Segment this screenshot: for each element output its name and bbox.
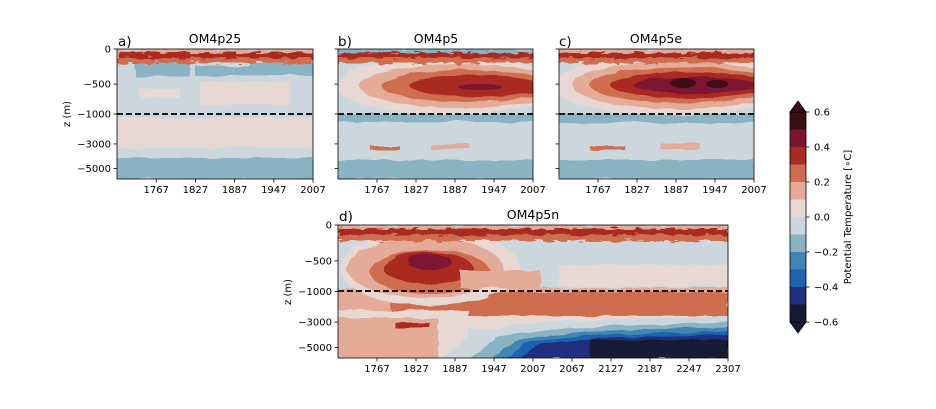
y-tick-label: −500 [84,80,111,91]
x-tick-label: 2067 [559,364,584,375]
y-tick-label: −5000 [77,164,111,175]
panel-b-x-ticks: 1767 1827 1887 1947 2007 [364,179,546,196]
colorbar-segment [790,217,806,235]
x-tick-label: 2007 [300,185,325,196]
colorbar-label: Potential Temperature [∘C] [843,150,854,285]
colorbar-segment [790,164,806,183]
colorbar-segments [789,100,807,334]
panel-b: b) OM4p5 1767 1827 1887 1947 2007 [334,31,546,196]
panel-d-y-ticks: 0 −500 −1000 −3000 −5000 [298,221,338,354]
colorbar-segment [790,147,806,165]
x-tick-label: 1947 [481,185,506,196]
colorbar-segment [790,234,806,253]
x-tick-label: 1767 [585,185,610,196]
y-tick-label: −5000 [298,343,332,354]
colorbar-tick-label: 0.2 [814,178,830,189]
panel-a-y-ticks: 0 −500 −1000 −3000 −5000 [77,45,117,175]
panel-c-letter: c) [559,34,572,50]
colorbar-ticks: 0.6 0.4 0.2 0.0 −0.2 −0.4 −0.6 [806,108,838,329]
y-tick-label: 0 [326,221,332,232]
x-tick-label: 1767 [364,364,389,375]
x-tick-label: 2007 [520,185,545,196]
panel-c-y-ticks [555,48,559,170]
y-tick-label: −500 [305,256,332,267]
x-tick-label: 1947 [261,185,286,196]
x-tick-label: 1887 [663,185,688,196]
colorbar-tick-label: 0.4 [814,143,830,154]
x-tick-label: 1767 [364,185,389,196]
x-tick-label: 1827 [624,185,649,196]
x-tick-label: 1827 [403,185,428,196]
colorbar-segment [790,112,806,130]
x-tick-label: 2007 [520,364,545,375]
panel-d-title: OM4p5n [507,207,559,222]
panel-d: d) OM4p5n z (m) 0 −500 −1000 −3000 −5000 176… [283,207,741,375]
y-tick-label: −3000 [77,139,111,150]
colorbar-tick-label: 0.6 [814,108,830,119]
panel-b-letter: b) [338,34,352,50]
panel-a-title: OM4p25 [189,31,241,46]
x-tick-label: 2307 [715,364,740,375]
colorbar-extend-min [789,321,807,334]
panel-a: a) OM4p25 z (m) 0 −500 −1000 −3000 −5000 176… [62,31,326,196]
panel-d-letter: d) [339,209,353,225]
x-tick-label: 1767 [143,185,168,196]
colorbar: 0.6 0.4 0.2 0.0 −0.2 −0.4 −0.6 Potential Tempe… [789,100,854,334]
panel-a-ylabel: z (m) [62,101,73,127]
x-tick-label: 1887 [222,185,247,196]
y-tick-label: −1000 [77,110,111,121]
x-tick-label: 1947 [481,364,506,375]
x-tick-label: 2127 [598,364,623,375]
panel-c-title: OM4p5e [630,31,682,46]
panel-b-title: OM4p5 [414,31,458,46]
panel-c: c) OM4p5e 1767 1827 1887 1947 2007 [555,31,767,196]
x-tick-label: 1827 [403,364,428,375]
colorbar-tick-label: 0.0 [814,213,830,224]
x-tick-label: 1827 [183,185,208,196]
colorbar-segment [790,252,806,270]
x-tick-label: 2187 [637,364,662,375]
y-tick-label: −3000 [298,318,332,329]
x-tick-label: 1947 [702,185,727,196]
colorbar-segment [790,129,806,148]
x-tick-label: 1887 [442,185,467,196]
colorbar-segment [790,199,806,218]
colorbar-extend-max [789,100,807,113]
colorbar-segment [790,182,806,200]
colorbar-segment [790,304,806,323]
colorbar-tick-label: −0.4 [814,283,838,294]
colorbar-tick-label: −0.6 [814,318,838,329]
x-tick-label: 1887 [442,364,467,375]
panel-d-x-ticks: 1767 1827 1887 1947 2007 2067 2127 2187 2247 2307 [364,358,741,375]
panel-a-letter: a) [118,34,132,50]
panel-b-y-ticks [334,48,338,170]
x-tick-label: 2007 [741,185,766,196]
y-tick-label: −1000 [298,287,332,298]
colorbar-segment [790,287,806,305]
panel-c-x-ticks: 1767 1827 1887 1947 2007 [585,179,767,196]
colorbar-segment [790,269,806,288]
colorbar-tick-label: −0.2 [814,248,838,259]
x-tick-label: 2247 [676,364,701,375]
panel-a-x-ticks: 1767 1827 1887 1947 2007 [143,179,326,196]
y-tick-label: 0 [105,45,111,56]
panel-d-ylabel: z (m) [283,279,294,305]
